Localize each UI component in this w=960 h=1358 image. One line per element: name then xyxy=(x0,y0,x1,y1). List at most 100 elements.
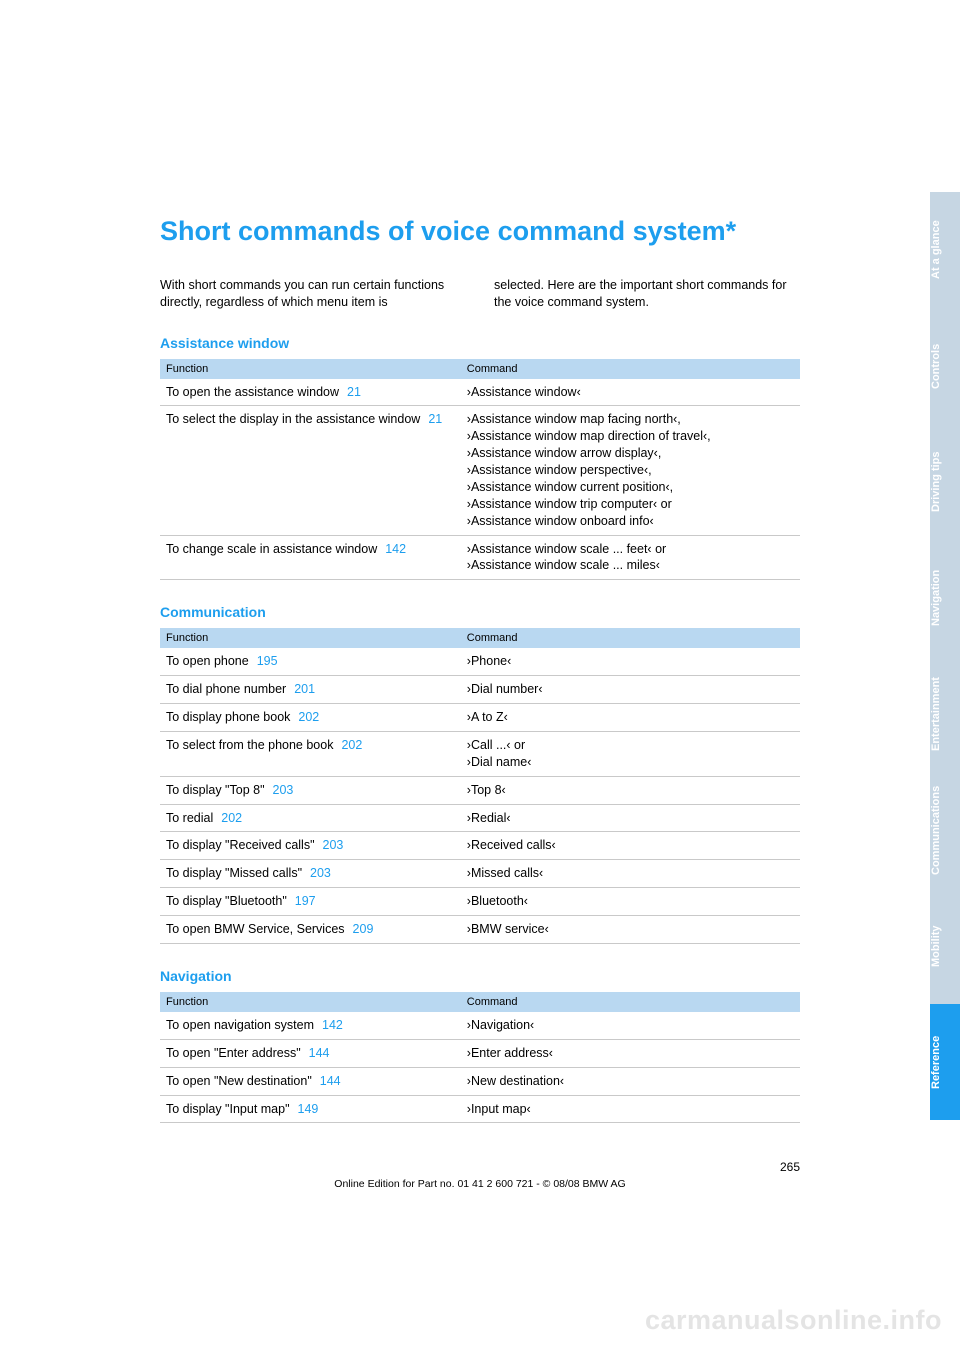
page-ref[interactable]: 209 xyxy=(353,922,374,936)
page-ref[interactable]: 202 xyxy=(298,710,319,724)
function-cell: To select from the phone book 202 xyxy=(160,731,461,776)
function-text: To select the display in the assistance … xyxy=(166,412,420,426)
side-tab[interactable]: Navigation xyxy=(930,540,960,656)
table-row: To open "New destination" 144 ›New destina… xyxy=(160,1067,800,1095)
function-text: To open phone xyxy=(166,654,249,668)
table-row: To open navigation system 142 ›Navigation‹ xyxy=(160,1012,800,1039)
command-cell: ›Missed calls‹ xyxy=(461,860,800,888)
col-command: Command xyxy=(461,628,800,648)
function-text: To open navigation system xyxy=(166,1018,314,1032)
page-ref[interactable]: 144 xyxy=(309,1046,330,1060)
col-command: Command xyxy=(461,359,800,379)
function-text: To open "New destination" xyxy=(166,1074,312,1088)
intro-right: selected. Here are the important short c… xyxy=(494,277,800,311)
command-cell: ›Assistance window map facing north‹, ›A… xyxy=(461,406,800,535)
section-heading: Communication xyxy=(160,604,800,620)
section-heading: Navigation xyxy=(160,968,800,984)
command-cell: ›Redial‹ xyxy=(461,804,800,832)
function-cell: To redial 202 xyxy=(160,804,461,832)
command-cell: ›BMW service‹ xyxy=(461,916,800,944)
col-function: Function xyxy=(160,992,461,1012)
command-cell: ›Call ...‹ or ›Dial name‹ xyxy=(461,731,800,776)
page-ref[interactable]: 203 xyxy=(273,783,294,797)
command-cell: ›Top 8‹ xyxy=(461,776,800,804)
function-text: To display phone book xyxy=(166,710,290,724)
intro-left: With short commands you can run certain … xyxy=(160,277,466,311)
command-cell: ›New destination‹ xyxy=(461,1067,800,1095)
watermark: carmanualsonline.info xyxy=(645,1305,942,1336)
col-command: Command xyxy=(461,992,800,1012)
table-row: To open the assistance window21›Assistan… xyxy=(160,379,800,406)
table-row: To dial phone number 201 ›Dial number‹ xyxy=(160,676,800,704)
command-cell: ›Input map‹ xyxy=(461,1095,800,1123)
command-cell: ›Received calls‹ xyxy=(461,832,800,860)
table-row: To change scale in assistance window 142 ›… xyxy=(160,535,800,580)
page-number: 265 xyxy=(160,1160,800,1174)
footer-line: Online Edition for Part no. 01 41 2 600 … xyxy=(160,1178,800,1190)
function-cell: To open phone 195 xyxy=(160,648,461,675)
function-text: To display "Received calls" xyxy=(166,838,315,852)
command-table: FunctionCommandTo open the assistance wi… xyxy=(160,359,800,581)
function-cell: To change scale in assistance window 142 xyxy=(160,535,461,580)
command-cell: ›Dial number‹ xyxy=(461,676,800,704)
page-ref[interactable]: 203 xyxy=(310,866,331,880)
side-tabs: At a glanceControlsDriving tipsNavigatio… xyxy=(930,192,960,1120)
function-text: To display "Input map" xyxy=(166,1102,290,1116)
function-cell: To display phone book 202 xyxy=(160,704,461,732)
command-cell: ›Assistance window‹ xyxy=(461,379,800,406)
command-cell: ›Navigation‹ xyxy=(461,1012,800,1039)
side-tab[interactable]: Driving tips xyxy=(930,424,960,540)
table-row: To display "Received calls" 203 ›Received … xyxy=(160,832,800,860)
page-ref[interactable]: 203 xyxy=(323,838,344,852)
table-row: To open "Enter address"144›Enter address… xyxy=(160,1039,800,1067)
side-tab[interactable]: Communications xyxy=(930,772,960,888)
table-row: To display "Input map" 149 ›Input map‹ xyxy=(160,1095,800,1123)
page-ref[interactable]: 201 xyxy=(294,682,315,696)
side-tab[interactable]: Reference xyxy=(930,1004,960,1120)
table-row: To display "Missed calls" 203 ›Missed call… xyxy=(160,860,800,888)
table-row: To display "Top 8"203›Top 8‹ xyxy=(160,776,800,804)
page-ref[interactable]: 142 xyxy=(322,1018,343,1032)
function-cell: To display "Missed calls" 203 xyxy=(160,860,461,888)
side-tab[interactable]: At a glance xyxy=(930,192,960,308)
side-tab[interactable]: Mobility xyxy=(930,888,960,1004)
function-cell: To display "Received calls" 203 xyxy=(160,832,461,860)
page-ref[interactable]: 21 xyxy=(428,412,442,426)
function-text: To dial phone number xyxy=(166,682,286,696)
function-cell: To select the display in the assistance … xyxy=(160,406,461,535)
table-row: To display phone book202›A to Z‹ xyxy=(160,704,800,732)
command-cell: ›Bluetooth‹ xyxy=(461,888,800,916)
function-cell: To display "Input map" 149 xyxy=(160,1095,461,1123)
table-row: To redial 202 ›Redial‹ xyxy=(160,804,800,832)
side-tab[interactable]: Controls xyxy=(930,308,960,424)
table-row: To select the display in the assistance … xyxy=(160,406,800,535)
command-table: FunctionCommandTo open phone195›Phone‹To… xyxy=(160,628,800,944)
function-text: To redial xyxy=(166,811,213,825)
table-row: To open BMW Service, Services209›BMW ser… xyxy=(160,916,800,944)
page-ref[interactable]: 202 xyxy=(221,811,242,825)
function-cell: To open "Enter address"144 xyxy=(160,1039,461,1067)
page-ref[interactable]: 195 xyxy=(257,654,278,668)
section-heading: Assistance window xyxy=(160,335,800,351)
function-cell: To open the assistance window21 xyxy=(160,379,461,406)
function-cell: To open navigation system 142 xyxy=(160,1012,461,1039)
table-row: To select from the phone book 202 ›Call ..… xyxy=(160,731,800,776)
function-text: To select from the phone book xyxy=(166,738,333,752)
function-text: To change scale in assistance window xyxy=(166,542,377,556)
function-cell: To display "Bluetooth" 197 xyxy=(160,888,461,916)
page-ref[interactable]: 202 xyxy=(341,738,362,752)
command-table: FunctionCommandTo open navigation system… xyxy=(160,992,800,1124)
function-text: To display "Missed calls" xyxy=(166,866,302,880)
command-cell: ›Assistance window scale ... feet‹ or ›A… xyxy=(461,535,800,580)
side-tab[interactable]: Entertainment xyxy=(930,656,960,772)
page-ref[interactable]: 21 xyxy=(347,385,361,399)
page-ref[interactable]: 142 xyxy=(385,542,406,556)
page-ref[interactable]: 197 xyxy=(295,894,316,908)
page-title: Short commands of voice command system* xyxy=(160,215,800,249)
page-ref[interactable]: 149 xyxy=(298,1102,319,1116)
page-ref[interactable]: 144 xyxy=(320,1074,341,1088)
table-row: To display "Bluetooth" 197 ›Bluetooth‹ xyxy=(160,888,800,916)
table-row: To open phone195›Phone‹ xyxy=(160,648,800,675)
function-text: To display "Bluetooth" xyxy=(166,894,287,908)
function-cell: To dial phone number 201 xyxy=(160,676,461,704)
